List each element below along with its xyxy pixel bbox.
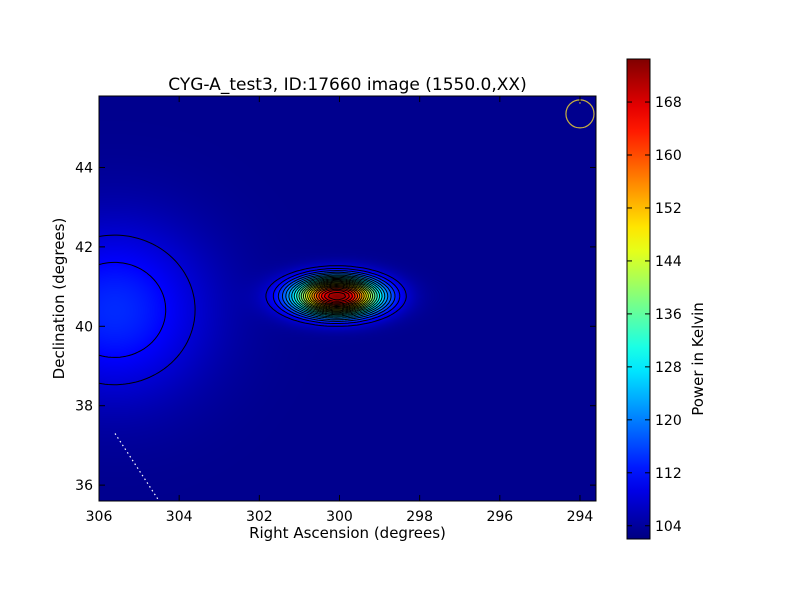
contour-level	[285, 273, 389, 319]
contour-level	[291, 275, 383, 317]
contour-level	[307, 282, 367, 310]
contour-level	[293, 276, 381, 316]
x-axis-label: Right Ascension (degrees)	[249, 524, 446, 542]
contour-lines	[99, 234, 407, 386]
heatmap-plot	[99, 96, 596, 501]
colorbar-tick-label: 112	[655, 466, 682, 482]
contour-level	[302, 280, 371, 312]
y-tick-label: 36	[75, 478, 93, 494]
y-tick-label: 42	[75, 240, 93, 256]
contour-level	[99, 234, 407, 386]
contour-level	[288, 274, 386, 318]
y-tick-label: 44	[75, 160, 93, 176]
colorbar-tick-label: 136	[655, 307, 682, 323]
contour-level	[309, 283, 365, 309]
contour-level	[305, 281, 369, 311]
x-axis: 306 304 302 300 298 296 294	[86, 96, 594, 525]
colorbar-tick-label: 104	[655, 519, 682, 535]
y-tick-label: 38	[75, 399, 93, 415]
x-tick-label: 294	[567, 509, 594, 525]
colorbar-gradient	[627, 59, 650, 539]
colorbar-frame	[626, 58, 651, 540]
contour-level	[318, 287, 356, 305]
x-tick-label: 298	[406, 509, 433, 525]
contour-level	[298, 279, 376, 314]
colorbar-tick-label: 144	[655, 254, 682, 270]
contour-level	[277, 270, 396, 322]
contour-level	[313, 285, 361, 307]
contour-level	[328, 292, 346, 301]
colorbar-tick-label: 168	[655, 95, 682, 111]
contour-level	[321, 288, 353, 304]
x-tick-label: 306	[86, 509, 113, 525]
contour-level	[300, 279, 374, 313]
y-axis: 36 38 40 42 44	[75, 160, 596, 494]
colorbar-tick-label: 128	[655, 360, 682, 376]
contour-level	[281, 271, 392, 321]
y-tick-label: 40	[75, 319, 93, 335]
x-tick-label: 302	[246, 509, 273, 525]
x-tick-label: 304	[166, 509, 193, 525]
contour-level	[311, 284, 363, 308]
plot-frame	[98, 95, 597, 502]
colorbar-ticks: 104 112 120 128 136 144 152 160 168	[627, 95, 682, 535]
colorbar-tick-label: 160	[655, 148, 682, 164]
contour-level	[99, 261, 401, 358]
colorbar-tick-label: 152	[655, 201, 682, 217]
y-axis-label: Declination (degrees)	[50, 218, 68, 380]
contour-level	[315, 286, 359, 306]
colorbar-tick-label: 120	[655, 413, 682, 429]
chart-title: CYG-A_test3, ID:17660 image (1550.0,XX)	[168, 75, 526, 95]
contour-level	[324, 290, 350, 302]
x-tick-label: 300	[326, 509, 353, 525]
colorbar-label: Power in Kelvin	[689, 302, 707, 416]
contour-level	[296, 277, 378, 315]
x-tick-label: 296	[486, 509, 513, 525]
colorbar: 104 112 120 128 136 144 152 160 168 Power in Kel…	[626, 58, 707, 540]
